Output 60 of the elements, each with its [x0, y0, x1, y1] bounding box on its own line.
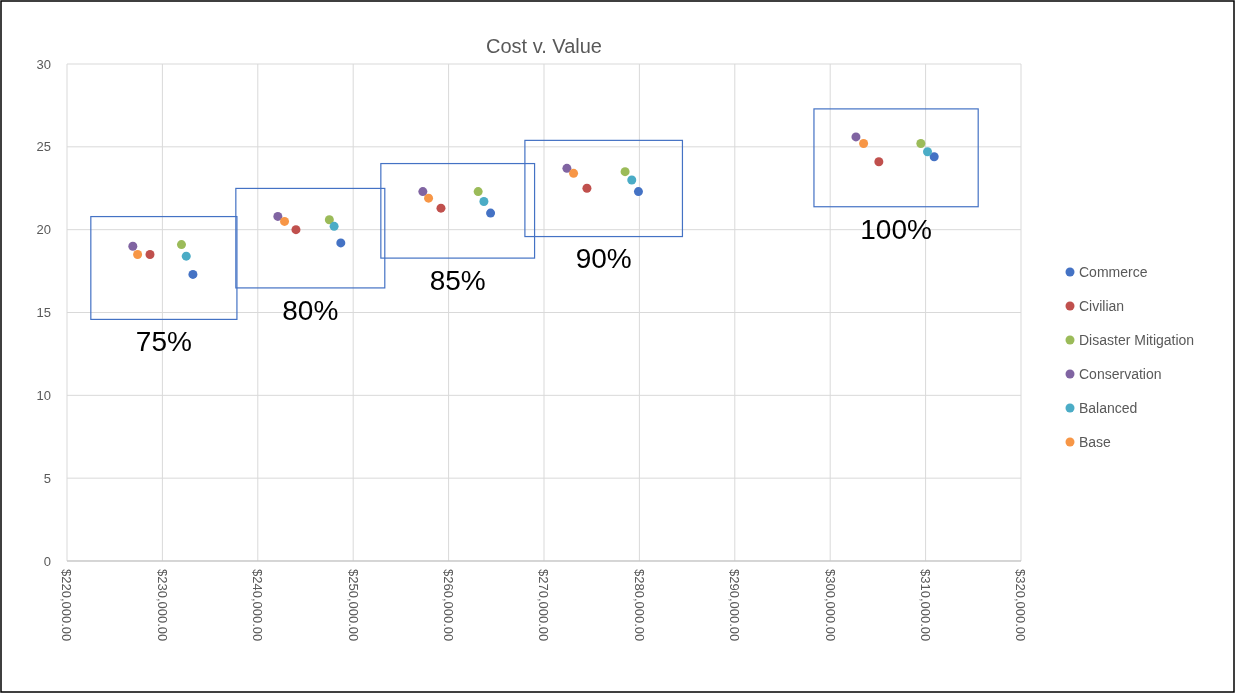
point: [874, 157, 884, 167]
point: [133, 250, 143, 260]
point: [486, 208, 496, 218]
point: [181, 251, 191, 261]
y-tick-label: 5: [43, 470, 51, 486]
annotation: 100%: [860, 213, 932, 245]
point: [562, 163, 572, 173]
x-tick-label: $290,000.00: [727, 569, 743, 642]
x-tick-label: $230,000.00: [154, 569, 170, 642]
x-tick-label: $280,000.00: [631, 569, 647, 642]
legend-label: Balanced: [1079, 399, 1138, 416]
point: [582, 183, 592, 193]
legend-label: Commerce: [1079, 263, 1148, 280]
x-tick-label: $270,000.00: [536, 569, 552, 642]
y-tick-label: 30: [36, 56, 51, 72]
point: [627, 175, 637, 185]
point: [929, 152, 939, 162]
legend-label: Conservation: [1079, 365, 1162, 382]
legend-label: Disaster Mitigation: [1079, 331, 1195, 348]
point: [633, 187, 643, 197]
point: [280, 216, 290, 226]
point: [479, 197, 489, 206]
point: [273, 211, 283, 221]
point: [923, 147, 933, 157]
annotation: 75%: [135, 326, 192, 358]
x-tick-label: $250,000.00: [345, 569, 361, 642]
point: [145, 250, 155, 260]
y-tick-label: 25: [36, 139, 51, 155]
point: [176, 240, 186, 250]
annotation: 80%: [282, 294, 339, 326]
point: [128, 241, 138, 251]
annotation: 85%: [429, 264, 486, 296]
point: [569, 168, 579, 178]
point: [336, 238, 346, 248]
point: [291, 225, 301, 235]
point: [324, 215, 334, 225]
point: [424, 193, 434, 203]
point: [851, 132, 861, 142]
x-tick-label: $240,000.00: [250, 569, 266, 642]
y-tick-label: 0: [43, 553, 51, 569]
point: [916, 139, 926, 149]
annotation: 90%: [575, 243, 632, 275]
point: [329, 221, 339, 231]
point: [188, 269, 198, 279]
legend-label: Base: [1079, 433, 1112, 450]
y-tick-label: 10: [36, 387, 51, 403]
x-tick-label: $310,000.00: [918, 569, 934, 642]
x-tick-label: $300,000.00: [822, 569, 838, 642]
x-tick-label: $260,000.00: [441, 569, 457, 642]
y-tick-label: 20: [36, 222, 51, 238]
point: [859, 139, 869, 149]
point: [418, 187, 428, 197]
point: [620, 167, 630, 177]
y-tick-label: 15: [36, 305, 51, 321]
legend-label: Civilian: [1079, 297, 1125, 314]
x-tick-label: $220,000.00: [59, 569, 75, 642]
point: [473, 187, 483, 197]
chart-title: Cost v. Value: [486, 35, 602, 57]
point: [436, 203, 446, 213]
x-tick-label: $320,000.00: [1013, 569, 1029, 642]
